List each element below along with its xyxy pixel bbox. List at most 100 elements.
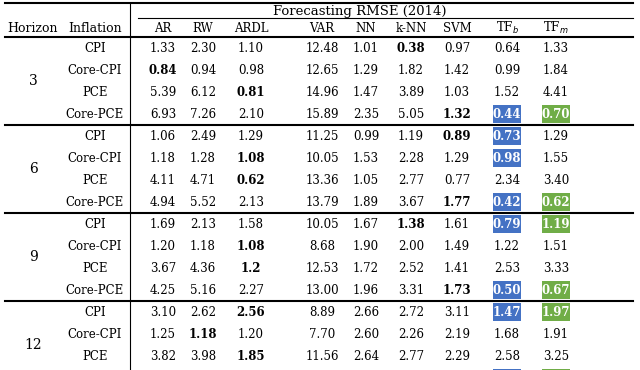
Text: 1.89: 1.89 <box>353 195 379 209</box>
Text: 1.84: 1.84 <box>543 64 569 77</box>
Text: 3.89: 3.89 <box>398 85 424 98</box>
Text: 1.33: 1.33 <box>543 41 569 54</box>
Text: 12.48: 12.48 <box>305 41 339 54</box>
Text: 0.42: 0.42 <box>493 195 522 209</box>
Text: 1.29: 1.29 <box>353 64 379 77</box>
Text: 3.25: 3.25 <box>543 350 569 363</box>
Text: 0.98: 0.98 <box>238 64 264 77</box>
Text: 3.67: 3.67 <box>150 262 176 275</box>
Text: 0.44: 0.44 <box>493 108 521 121</box>
Text: Inflation: Inflation <box>68 21 122 34</box>
Text: 10.05: 10.05 <box>305 151 339 165</box>
Text: 1.42: 1.42 <box>444 64 470 77</box>
Text: 1.91: 1.91 <box>543 327 569 340</box>
Text: 2.49: 2.49 <box>190 130 216 142</box>
Text: 13.00: 13.00 <box>305 283 339 296</box>
Text: 2.34: 2.34 <box>494 174 520 186</box>
Text: ARDL: ARDL <box>234 21 268 34</box>
Text: 0.81: 0.81 <box>237 85 265 98</box>
Text: 1.28: 1.28 <box>190 151 216 165</box>
Text: 2.60: 2.60 <box>353 327 379 340</box>
Text: Core-CPI: Core-CPI <box>68 327 122 340</box>
Text: 0.62: 0.62 <box>541 195 570 209</box>
Text: TF$_b$: TF$_b$ <box>495 20 518 36</box>
Text: 12.53: 12.53 <box>305 262 339 275</box>
Text: 1.03: 1.03 <box>444 85 470 98</box>
Text: 1.82: 1.82 <box>398 64 424 77</box>
Text: 2.52: 2.52 <box>398 262 424 275</box>
Text: 2.19: 2.19 <box>444 327 470 340</box>
Text: 0.50: 0.50 <box>493 283 521 296</box>
Text: 1.47: 1.47 <box>353 85 379 98</box>
Text: 1.20: 1.20 <box>238 327 264 340</box>
Text: 2.27: 2.27 <box>238 283 264 296</box>
Text: 1.29: 1.29 <box>238 130 264 142</box>
Text: Core-PCE: Core-PCE <box>66 283 124 296</box>
Text: 2.30: 2.30 <box>190 41 216 54</box>
Text: 2.58: 2.58 <box>494 350 520 363</box>
Text: 5.52: 5.52 <box>190 195 216 209</box>
Text: 1.06: 1.06 <box>150 130 176 142</box>
Text: RW: RW <box>193 21 213 34</box>
Text: 1.97: 1.97 <box>541 306 570 319</box>
Bar <box>542 105 570 123</box>
Text: NN: NN <box>356 21 376 34</box>
Text: 5.05: 5.05 <box>398 108 424 121</box>
Text: 1.69: 1.69 <box>150 218 176 231</box>
Bar <box>542 369 570 370</box>
Text: 3: 3 <box>29 74 37 88</box>
Text: 1.01: 1.01 <box>353 41 379 54</box>
Text: 7.26: 7.26 <box>190 108 216 121</box>
Text: 1.19: 1.19 <box>398 130 424 142</box>
Text: 2.62: 2.62 <box>190 306 216 319</box>
Text: 9: 9 <box>29 250 37 264</box>
Text: 0.62: 0.62 <box>237 174 266 186</box>
Text: 2.28: 2.28 <box>398 151 424 165</box>
Text: PCE: PCE <box>83 85 108 98</box>
Text: PCE: PCE <box>83 262 108 275</box>
Text: 3.31: 3.31 <box>398 283 424 296</box>
Text: 1.41: 1.41 <box>444 262 470 275</box>
Text: 1.55: 1.55 <box>543 151 569 165</box>
Text: 8.68: 8.68 <box>309 239 335 252</box>
Text: 0.73: 0.73 <box>493 130 522 142</box>
Text: 2.53: 2.53 <box>494 262 520 275</box>
Bar <box>542 215 570 233</box>
Text: 1.38: 1.38 <box>397 218 426 231</box>
Text: 1.51: 1.51 <box>543 239 569 252</box>
Text: 14.96: 14.96 <box>305 85 339 98</box>
Text: Core-PCE: Core-PCE <box>66 108 124 121</box>
Bar <box>493 105 521 123</box>
Text: TF$_m$: TF$_m$ <box>543 20 569 36</box>
Text: 4.25: 4.25 <box>150 283 176 296</box>
Text: 1.53: 1.53 <box>353 151 379 165</box>
Text: Horizon: Horizon <box>8 21 58 34</box>
Text: 2.00: 2.00 <box>398 239 424 252</box>
Text: VAR: VAR <box>309 21 335 34</box>
Text: PCE: PCE <box>83 350 108 363</box>
Text: 1.61: 1.61 <box>444 218 470 231</box>
Text: 1.90: 1.90 <box>353 239 379 252</box>
Text: 4.71: 4.71 <box>190 174 216 186</box>
Text: 1.05: 1.05 <box>353 174 379 186</box>
Text: 0.38: 0.38 <box>397 41 426 54</box>
Text: k-NN: k-NN <box>396 21 427 34</box>
Bar <box>493 193 521 211</box>
Bar <box>493 369 521 370</box>
Text: 1.19: 1.19 <box>541 218 570 231</box>
Text: 3.11: 3.11 <box>444 306 470 319</box>
Text: 2.26: 2.26 <box>398 327 424 340</box>
Text: Core-CPI: Core-CPI <box>68 64 122 77</box>
Text: 1.20: 1.20 <box>150 239 176 252</box>
Text: 1.25: 1.25 <box>150 327 176 340</box>
Text: Core-CPI: Core-CPI <box>68 151 122 165</box>
Text: 0.94: 0.94 <box>190 64 216 77</box>
Text: 1.33: 1.33 <box>150 41 176 54</box>
Text: 1.68: 1.68 <box>494 327 520 340</box>
Text: 1.67: 1.67 <box>353 218 379 231</box>
Text: 5.16: 5.16 <box>190 283 216 296</box>
Text: 0.64: 0.64 <box>494 41 520 54</box>
Bar <box>542 281 570 299</box>
Text: 2.13: 2.13 <box>238 195 264 209</box>
Text: CPI: CPI <box>84 218 106 231</box>
